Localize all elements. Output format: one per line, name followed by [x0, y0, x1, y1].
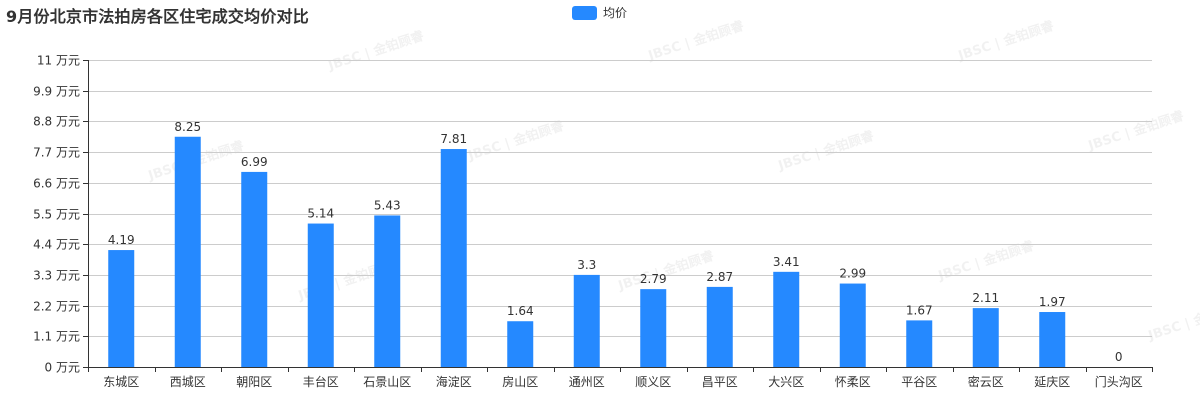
bar-value-label: 3.3: [577, 258, 596, 272]
y-tick-label: 5.5 万元: [33, 208, 80, 222]
watermark-text: JBSC | 金铂顾睿: [325, 28, 426, 75]
bar-value-label: 1.97: [1039, 295, 1066, 309]
x-tick-label: 门头沟区: [1095, 374, 1143, 389]
legend-swatch-icon[interactable]: [572, 5, 597, 20]
bar[interactable]: [906, 320, 933, 367]
watermark-text: JBSC | 金铂顾睿: [645, 18, 746, 65]
x-tick-label: 大兴区: [768, 375, 804, 389]
legend-label[interactable]: 均价: [603, 6, 628, 20]
bar-value-label: 6.99: [241, 155, 268, 169]
x-tick-label: 东城区: [103, 375, 139, 389]
x-tick-label: 通州区: [569, 375, 605, 389]
bar-value-label: 1.64: [507, 304, 534, 318]
x-tick-label: 密云区: [968, 374, 1004, 389]
bar[interactable]: [1039, 312, 1066, 367]
bars: 4.19 8.25 6.99 5.14 5.43 7.81 1.64 3.3 2.79 2.87 3…: [108, 120, 1123, 367]
x-tick-label: 顺义区: [635, 375, 671, 389]
bar-value-label: 1.67: [906, 303, 933, 317]
bar[interactable]: [507, 321, 534, 367]
x-tick-label: 海淀区: [436, 374, 472, 389]
x-tick-label: 丰台区: [303, 374, 339, 389]
bar-value-label: 2.99: [839, 267, 866, 281]
bar-value-label: 7.81: [440, 132, 467, 146]
bar-value-label: 3.41: [773, 255, 800, 269]
y-tick-label: 1.1 万元: [33, 330, 80, 344]
x-tick-label: 房山区: [502, 374, 538, 389]
y-tick-label: 8.8 万元: [33, 115, 80, 129]
watermark-text: JBSC | 金铂顾睿: [775, 128, 876, 175]
y-tick-label: 11 万元: [37, 54, 80, 68]
y-tick-label: 7.7 万元: [33, 146, 80, 160]
legend[interactable]: 均价: [572, 4, 627, 21]
bar-value-label: 5.14: [307, 207, 334, 221]
watermark-text: JBSC | 金铂顾睿: [465, 118, 566, 165]
watermark-text: JBSC | 金铂顾睿: [1085, 108, 1186, 155]
bar[interactable]: [174, 136, 201, 367]
bar[interactable]: [706, 286, 733, 367]
x-tick-label: 延庆区: [1034, 375, 1070, 389]
bar[interactable]: [573, 274, 600, 367]
watermark-text: JBSC | 金铂顾睿: [1145, 298, 1200, 345]
bar-value-label: 2.79: [640, 272, 667, 286]
bar-value-label: 2.11: [972, 291, 999, 305]
bar-value-label: 8.25: [174, 120, 201, 134]
bar[interactable]: [640, 289, 667, 367]
bar[interactable]: [374, 215, 401, 367]
bar[interactable]: [440, 149, 467, 367]
bar[interactable]: [839, 283, 866, 367]
y-tick-label: 0 万元: [45, 361, 80, 375]
bar-value-label: 4.19: [108, 233, 135, 247]
bar-value-label: 0: [1115, 350, 1123, 364]
bar-value-label: 5.43: [374, 198, 401, 212]
chart-title: 9月份北京市法拍房各区住宅成交均价对比: [6, 7, 309, 26]
y-tick-label: 2.2 万元: [33, 300, 80, 314]
watermark-text: JBSC | 金铂顾睿: [955, 18, 1056, 65]
x-axis: 东城区 西城区 朝阳区 丰台区 石景山区 海淀区 房山区 通州区 顺义区 昌平区 大兴区 怀柔区 平谷区…: [88, 367, 1153, 389]
x-tick-label: 石景山区: [363, 375, 411, 389]
x-tick-label: 西城区: [170, 375, 206, 389]
bar[interactable]: [241, 171, 268, 367]
y-tick-label: 6.6 万元: [33, 177, 80, 191]
y-tick-label: 9.9 万元: [33, 85, 80, 99]
bar[interactable]: [773, 271, 800, 367]
bar[interactable]: [972, 308, 999, 367]
y-tick-label: 4.4 万元: [33, 238, 80, 252]
y-axis: 0 万元 1.1 万元 2.2 万元 3.3 万元 4.4 万元 5.5 万元 6.6 万元…: [33, 54, 89, 375]
bar[interactable]: [307, 223, 334, 367]
x-tick-label: 昌平区: [702, 375, 738, 389]
x-tick-label: 怀柔区: [835, 375, 871, 389]
y-tick-label: 3.3 万元: [33, 269, 80, 283]
x-tick-label: 朝阳区: [236, 375, 272, 389]
x-tick-label: 平谷区: [901, 375, 937, 389]
watermark-text: JBSC | 金铂顾睿: [615, 248, 716, 295]
bar[interactable]: [108, 250, 135, 367]
bar-value-label: 2.87: [706, 270, 733, 284]
